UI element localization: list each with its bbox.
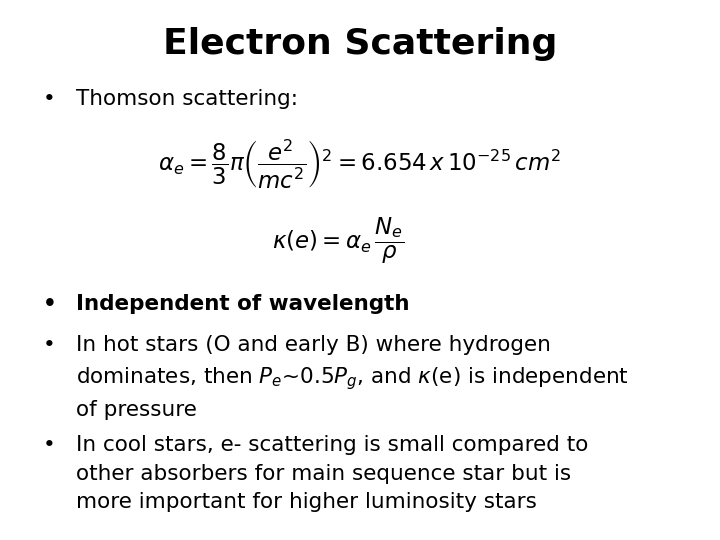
Text: Electron Scattering: Electron Scattering xyxy=(163,27,557,61)
Text: •: • xyxy=(43,294,57,314)
Text: In cool stars, e- scattering is small compared to
other absorbers for main seque: In cool stars, e- scattering is small co… xyxy=(76,435,588,512)
Text: $\kappa(e) = \alpha_e\,\dfrac{N_e}{\rho}$: $\kappa(e) = \alpha_e\,\dfrac{N_e}{\rho}… xyxy=(272,216,405,266)
Text: •: • xyxy=(43,435,56,455)
Text: Thomson scattering:: Thomson scattering: xyxy=(76,89,297,109)
Text: Independent of wavelength: Independent of wavelength xyxy=(76,294,409,314)
Text: •: • xyxy=(43,89,56,109)
Text: In hot stars (O and early B) where hydrogen
dominates, then $P_e$~0.5$P_g$, and : In hot stars (O and early B) where hydro… xyxy=(76,335,629,421)
Text: •: • xyxy=(43,335,56,355)
Text: $\alpha_e = \dfrac{8}{3}\pi\left(\dfrac{e^2}{mc^2}\right)^2 = 6.654\,x\,10^{-25}: $\alpha_e = \dfrac{8}{3}\pi\left(\dfrac{… xyxy=(158,138,562,191)
